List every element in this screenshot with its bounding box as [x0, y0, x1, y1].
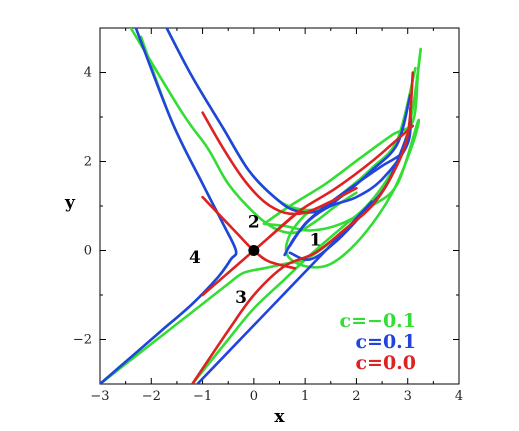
series-curve [165, 28, 412, 214]
series-curve [129, 28, 358, 235]
series-curve [100, 28, 238, 384]
series-curve [191, 71, 415, 384]
legend: c=−0.1c=0.1c=0.0 [340, 310, 416, 374]
axis-ticks: −3 −2 −1 0 1 2 3 4 −2 0 2 4 [73, 27, 463, 404]
y-tick-label: 2 [84, 155, 92, 170]
x-tick-label: −1 [193, 389, 212, 404]
x-tick-label: −3 [90, 389, 109, 404]
series-curve [283, 106, 412, 257]
region-label-3: 3 [235, 288, 247, 308]
series-curve [201, 111, 358, 216]
x-tick-label: 3 [404, 389, 412, 404]
legend-entry: c=−0.1 [340, 310, 416, 332]
region-label-1: 1 [309, 230, 321, 250]
x-tick-label: 2 [352, 389, 360, 404]
saddle-point-marker [248, 245, 260, 256]
series-curve [267, 124, 415, 239]
series-1 [100, 28, 412, 384]
x-tick-label: 0 [250, 389, 258, 404]
region-label-2: 2 [248, 213, 260, 233]
legend-entry: c=0.0 [355, 352, 416, 374]
x-tick-label: 4 [455, 389, 463, 404]
y-tick-label: 0 [84, 244, 92, 259]
legend-entry: c=0.1 [355, 331, 416, 353]
region-label-4: 4 [189, 248, 201, 268]
y-tick-label: 4 [84, 66, 92, 81]
y-axis-label: y [64, 193, 76, 213]
series-curve [262, 118, 421, 269]
x-tick-label: 1 [301, 389, 309, 404]
x-tick-label: −2 [142, 389, 161, 404]
x-axis-label: x [274, 407, 285, 427]
region-labels: 1 2 3 4 [189, 213, 321, 309]
y-tick-label: −2 [73, 333, 92, 348]
